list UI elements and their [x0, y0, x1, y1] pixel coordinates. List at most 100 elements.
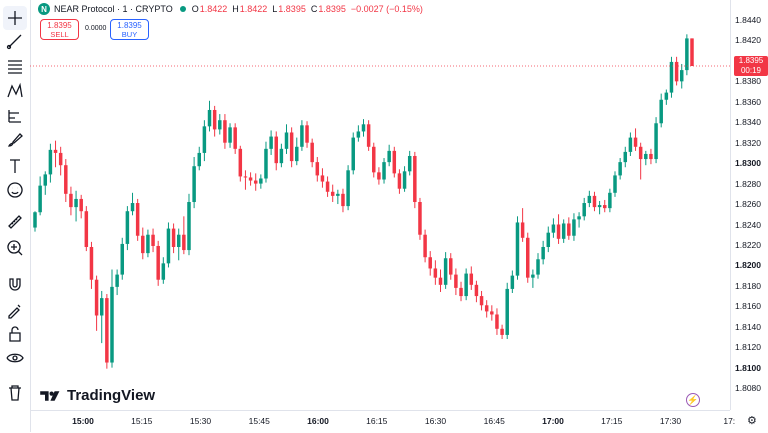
candle	[469, 266, 474, 290]
price-tick: 1.8300	[735, 158, 761, 169]
candle	[361, 119, 366, 137]
watermark-text: TradingView	[67, 387, 156, 404]
price-tick: 1.8380	[735, 76, 761, 87]
candle	[546, 226, 551, 253]
projection-icon[interactable]	[3, 104, 27, 128]
candle	[99, 290, 104, 344]
candle-body	[618, 162, 622, 176]
candle-body	[182, 234, 186, 251]
brush-icon[interactable]	[3, 128, 27, 152]
buy-price: 1.8395	[117, 21, 142, 30]
candle-body	[212, 109, 217, 130]
buy-button[interactable]: 1.8395 BUY	[110, 19, 149, 40]
trendline-icon[interactable]	[3, 29, 27, 53]
candle-body	[99, 298, 104, 316]
candle	[356, 125, 361, 142]
candle-body	[310, 142, 314, 163]
candle	[407, 150, 412, 176]
candle	[58, 146, 63, 176]
candle	[74, 190, 78, 222]
candle-body	[166, 228, 171, 264]
trash-icon[interactable]	[3, 381, 27, 405]
candle-body	[33, 212, 37, 228]
candle	[577, 212, 581, 228]
candle	[592, 191, 597, 212]
candle	[392, 146, 397, 178]
candle	[166, 222, 171, 268]
magnet-icon[interactable]	[3, 273, 27, 297]
time-tick: 17:	[723, 416, 736, 426]
candle-body	[551, 224, 556, 233]
candle-body	[495, 314, 499, 329]
candle-body	[218, 120, 222, 130]
candle	[248, 172, 253, 186]
near-logo-icon: N	[38, 3, 50, 15]
candle-body	[315, 162, 320, 176]
price-tick: 1.8440	[735, 15, 761, 25]
candle-body	[690, 38, 694, 67]
candle-body	[366, 124, 371, 147]
candle	[120, 237, 125, 280]
fib-icon[interactable]	[3, 54, 27, 78]
settings-gear-icon[interactable]: ⚙	[747, 415, 757, 427]
candle-body	[156, 245, 160, 280]
candle-body	[125, 211, 130, 244]
candle-body	[428, 257, 432, 269]
lock-icon[interactable]	[3, 322, 27, 346]
candle	[505, 282, 509, 340]
symbol-title[interactable]: NEAR Protocol · 1 · CRYPTO	[54, 4, 173, 14]
time-tick: 17:00	[542, 416, 564, 426]
candle	[479, 290, 484, 311]
price-tick: 1.8140	[735, 321, 761, 332]
candle	[156, 240, 160, 286]
tradingview-logo-icon	[40, 390, 60, 401]
candle-body	[94, 279, 99, 316]
sell-button[interactable]: 1.8395 SELL	[40, 19, 79, 40]
candle	[176, 228, 181, 261]
zoom-icon[interactable]	[3, 236, 27, 260]
lightning-icon[interactable]: ⚡	[686, 393, 700, 407]
ruler-icon[interactable]	[3, 210, 27, 234]
price-axis[interactable]: 1.84401.84201.84001.83801.83601.83401.83…	[730, 0, 768, 410]
time-axis[interactable]: 15:00 15:15 15:30 15:45 16:00 16:15 16:30 16:45…	[30, 410, 735, 433]
candle	[526, 232, 530, 283]
lock-drawing-icon[interactable]	[3, 298, 27, 322]
candle	[438, 269, 443, 292]
candle-body	[43, 174, 48, 186]
emoji-icon[interactable]	[3, 178, 27, 202]
candle-body	[130, 203, 135, 212]
candlestick-chart[interactable]	[30, 0, 730, 410]
candle-body	[284, 132, 289, 149]
candle	[587, 190, 592, 208]
candle	[228, 123, 232, 148]
candle	[402, 166, 407, 192]
pattern-icon[interactable]	[3, 79, 27, 103]
eye-icon[interactable]	[3, 346, 27, 370]
close-value: 1.8395	[318, 4, 346, 14]
candle-body	[305, 125, 309, 143]
price-tick: 1.8360	[735, 96, 761, 107]
candle-body	[633, 137, 638, 147]
candle	[233, 123, 237, 154]
candle	[48, 143, 53, 183]
candle	[443, 252, 448, 289]
candle	[531, 269, 535, 288]
time-tick: 17:15	[601, 416, 623, 426]
tradingview-watermark[interactable]: TradingView	[40, 387, 155, 404]
candle-body	[330, 191, 335, 196]
buy-label: BUY	[121, 30, 138, 39]
crosshair-icon[interactable]	[3, 6, 27, 30]
market-status-icon	[179, 6, 186, 12]
candle	[115, 269, 119, 296]
candle	[253, 173, 258, 191]
candle	[43, 171, 48, 195]
candle-body	[587, 195, 592, 204]
candle-body	[484, 305, 489, 312]
candle-body	[69, 193, 73, 208]
text-icon[interactable]	[3, 154, 27, 178]
current-price: 1.8395	[738, 56, 764, 65]
candle-body	[526, 237, 530, 278]
candle-body	[505, 288, 509, 335]
candle	[53, 140, 58, 168]
chart-pane[interactable]	[30, 0, 730, 432]
